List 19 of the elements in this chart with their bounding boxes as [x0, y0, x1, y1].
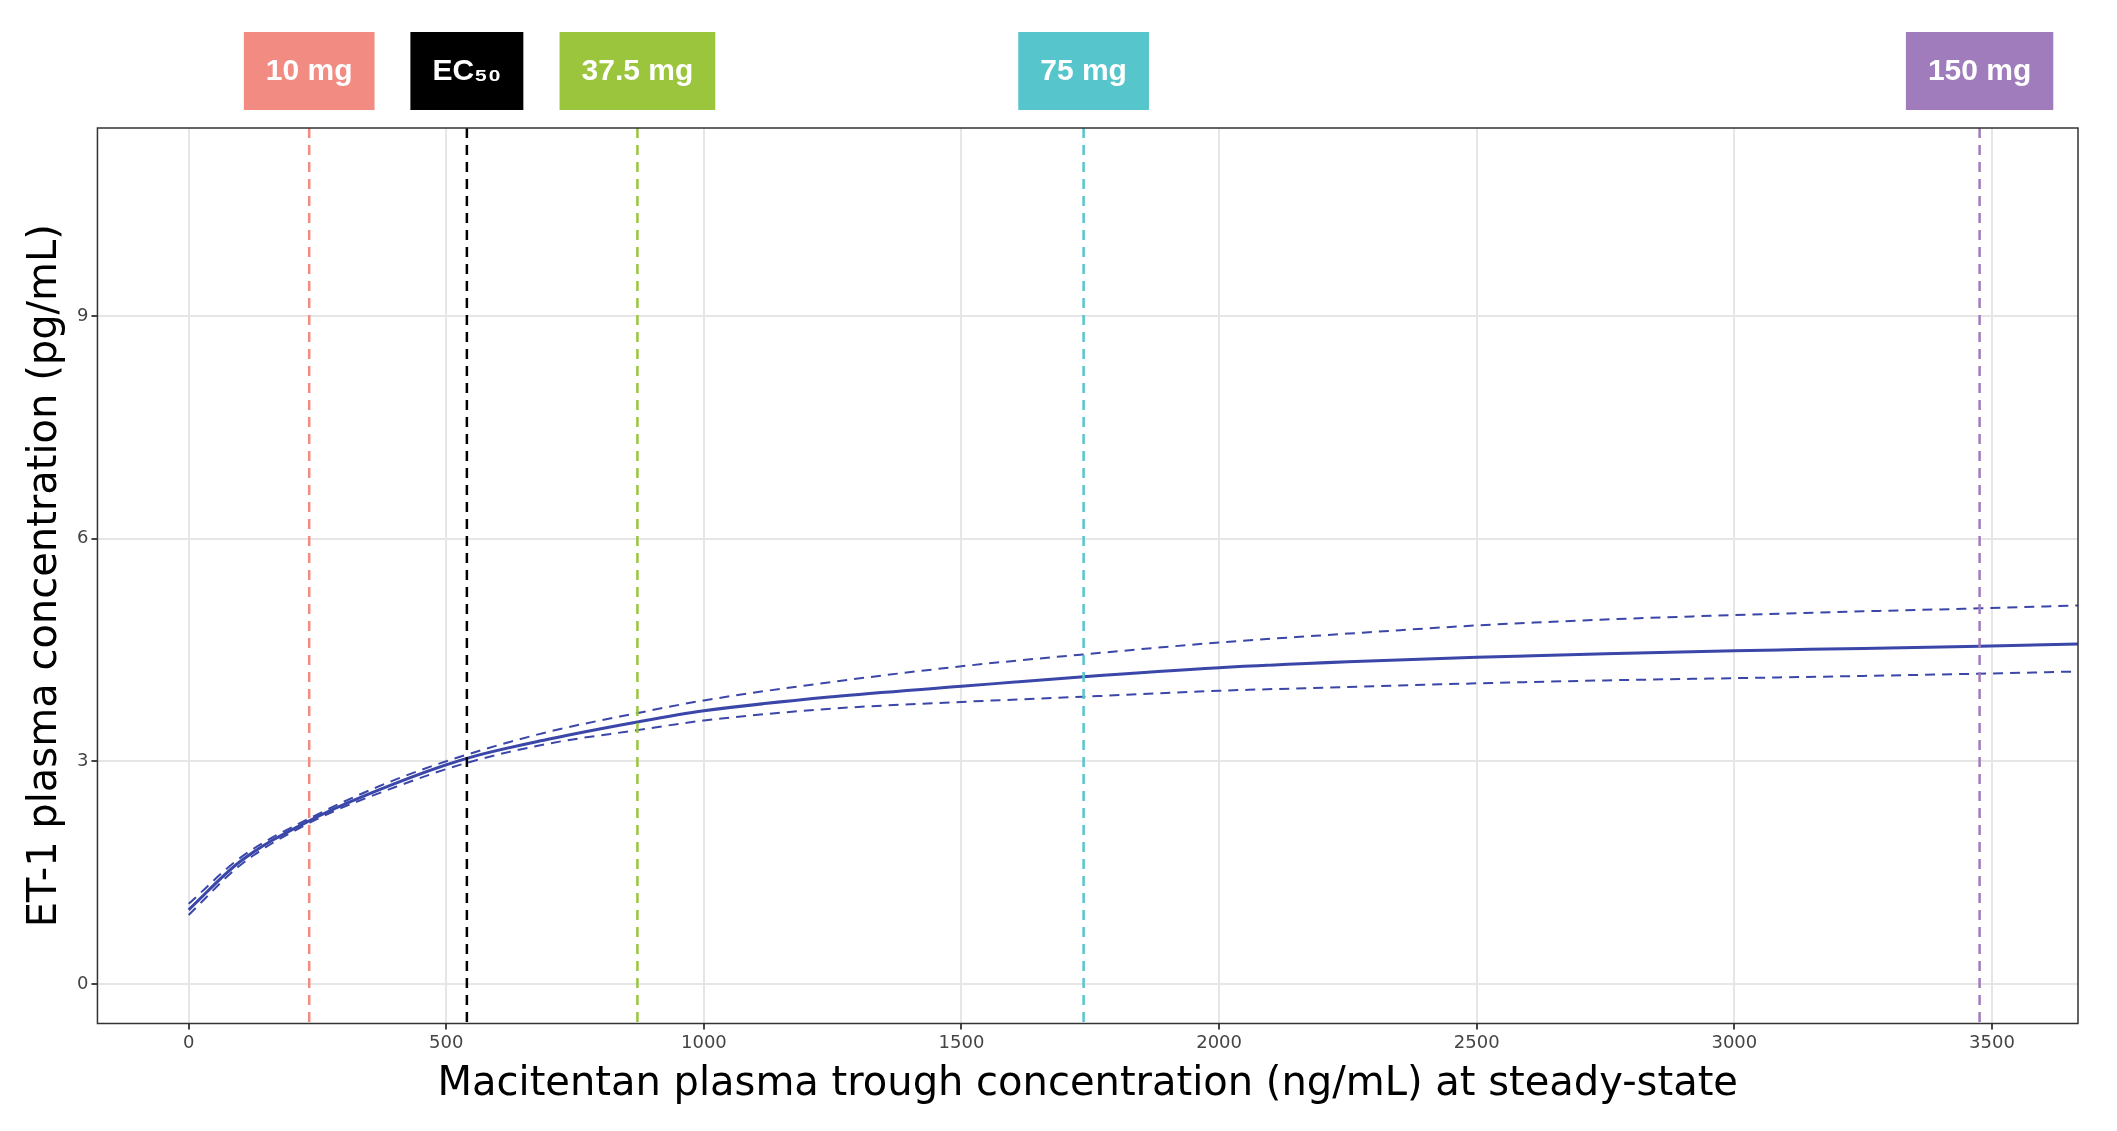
ref-line-label: 10 mg [265, 53, 353, 87]
y-axis-title: ET-1 plasma concentration (pg/mL) [19, 224, 66, 928]
ref-line-label: EC₅₀ [432, 53, 502, 87]
ref-line-label: 75 mg [1040, 53, 1127, 87]
x-tick-label: 2000 [1196, 1030, 1243, 1052]
x-tick-label: 0 [182, 1030, 195, 1052]
y-tick-label: 0 [77, 971, 89, 993]
ref-line-label: 37.5 mg [581, 53, 694, 87]
x-tick-label: 3000 [1711, 1030, 1758, 1052]
y-tick-label: 9 [77, 303, 89, 325]
ref-line-label: 150 mg [1927, 53, 2032, 87]
x-tick-label: 2500 [1453, 1030, 1500, 1052]
y-tick-label: 6 [77, 526, 89, 548]
x-tick-label: 3500 [1969, 1030, 2015, 1052]
x-axis-title: Macitentan plasma trough concentration (ng/mL) at steady-state [437, 1058, 1738, 1105]
y-tick-label: 3 [77, 748, 89, 770]
x-tick-label: 500 [429, 1030, 464, 1052]
x-tick-label: 1500 [938, 1030, 985, 1052]
x-tick-label: 1000 [680, 1030, 727, 1052]
